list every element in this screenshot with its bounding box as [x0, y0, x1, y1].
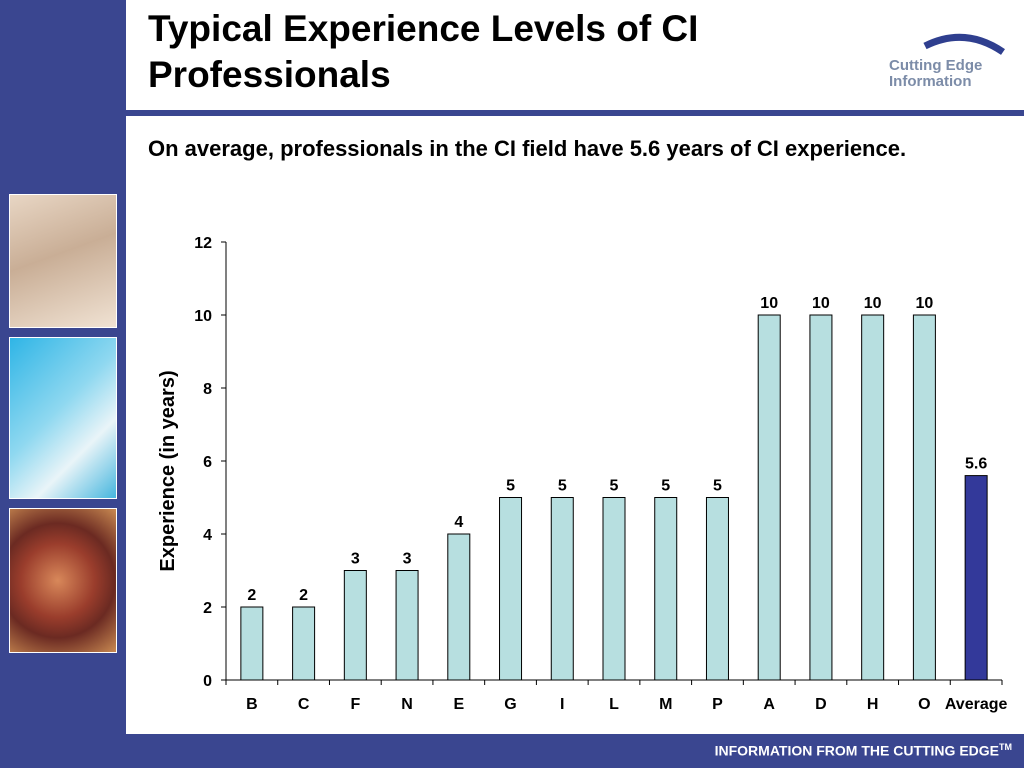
- x-tick-label: N: [401, 696, 413, 713]
- bar-b: [240, 606, 264, 681]
- bar-m: [654, 497, 678, 681]
- footer-tagline: INFORMATION FROM THE CUTTING EDGETM: [715, 742, 1012, 759]
- data-label: 10: [864, 295, 882, 312]
- footer-text: INFORMATION FROM THE CUTTING EDGE: [714, 742, 999, 759]
- data-label: 2: [299, 587, 308, 604]
- x-tick-label: B: [246, 696, 258, 713]
- title-divider: [126, 110, 1024, 116]
- logo-swoosh: [923, 33, 1005, 55]
- slide-title: Typical Experience Levels of CI Professi…: [148, 8, 699, 95]
- data-label: 2: [247, 587, 256, 604]
- bar-e: [447, 533, 471, 681]
- bar-average: [964, 475, 988, 681]
- data-label: 4: [454, 514, 463, 531]
- slide-subtitle: On average, professionals in the CI fiel…: [148, 136, 907, 161]
- logo-line1: Cutting Edge: [889, 57, 982, 74]
- y-axis: 0 2 4 6 8 10 12: [194, 235, 227, 690]
- data-label: 5: [713, 478, 722, 495]
- data-label: 5: [558, 478, 567, 495]
- x-axis: B C F N E G I L M P A D H O Average: [225, 679, 1008, 713]
- data-label: 10: [916, 295, 934, 312]
- data-label: 10: [812, 295, 830, 312]
- sidebar: [0, 0, 126, 768]
- y-tick-label: 2: [203, 600, 212, 617]
- bar-c: [292, 606, 316, 681]
- scientist-photo: [9, 337, 117, 499]
- data-labels: 2 2 3 3 4 5 5 5 5 5 10 10 10 10 5.6: [247, 295, 987, 604]
- bar-p: [705, 497, 729, 681]
- data-label: 5.6: [965, 456, 987, 473]
- bar-f: [343, 570, 367, 681]
- bar-n: [395, 570, 419, 681]
- trademark-mark: TM: [999, 742, 1012, 752]
- data-label: 5: [506, 478, 515, 495]
- x-tick-label: H: [867, 696, 879, 713]
- x-tick-label: C: [298, 696, 310, 713]
- data-label: 5: [610, 478, 619, 495]
- bar-h: [861, 314, 885, 681]
- y-tick-label: 4: [203, 527, 212, 544]
- stock-chart-photo: [9, 194, 117, 328]
- y-tick-label: 6: [203, 454, 212, 471]
- data-label: 3: [351, 551, 360, 568]
- x-tick-label: E: [453, 696, 464, 713]
- bar-a: [757, 314, 781, 681]
- bar-o: [912, 314, 936, 681]
- data-label: 10: [760, 295, 778, 312]
- x-tick-label: I: [560, 696, 564, 713]
- x-tick-label: A: [763, 696, 775, 713]
- y-tick-label: 10: [194, 308, 212, 325]
- footer-bar: INFORMATION FROM THE CUTTING EDGETM: [126, 734, 1024, 768]
- logo-line2: Information: [889, 73, 972, 90]
- x-tick-label: P: [712, 696, 723, 713]
- bar-i: [550, 497, 574, 681]
- bars: [240, 314, 988, 681]
- bar-l: [602, 497, 626, 681]
- y-tick-label: 12: [194, 235, 212, 252]
- y-tick-label: 0: [203, 673, 212, 690]
- x-tick-label: O: [918, 696, 930, 713]
- x-tick-label: M: [659, 696, 672, 713]
- x-tick-label: G: [504, 696, 516, 713]
- bar-d: [809, 314, 833, 681]
- x-tick-label: F: [350, 696, 360, 713]
- x-tick-label: L: [609, 696, 619, 713]
- data-label: 3: [403, 551, 412, 568]
- y-tick-label: 8: [203, 381, 212, 398]
- bar-g: [499, 497, 523, 681]
- x-tick-label: D: [815, 696, 827, 713]
- data-label: 5: [661, 478, 670, 495]
- y-axis-title: Experience (in years): [157, 370, 179, 571]
- cutting-edge-logo: Cutting Edge Information: [889, 33, 1005, 90]
- experience-bar-chart: 0 2 4 6 8 10 12 B C F N E G I L M P A D H O Average 2 2 3 3 4 5 5 5…: [157, 235, 1008, 713]
- globe-photo: [9, 508, 117, 653]
- x-tick-label: Average: [945, 696, 1008, 713]
